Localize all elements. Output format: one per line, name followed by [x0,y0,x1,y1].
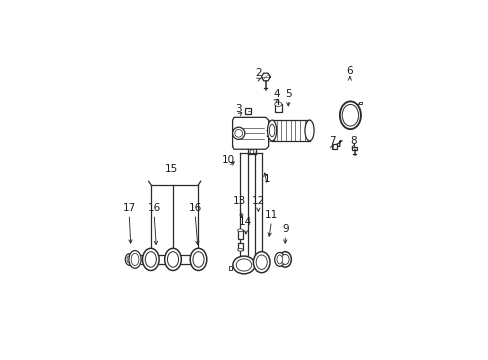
Ellipse shape [276,255,282,264]
Bar [358,102,362,104]
Text: 3: 3 [235,104,242,114]
Text: 15: 15 [164,164,178,174]
Text: 6: 6 [346,66,352,76]
Ellipse shape [269,124,274,137]
Ellipse shape [274,252,284,266]
Bar [228,266,232,270]
Ellipse shape [193,252,203,267]
Text: 5: 5 [285,89,291,99]
Text: 14: 14 [239,217,252,227]
Text: 17: 17 [122,203,136,213]
Text: 9: 9 [282,224,288,234]
Text: 10: 10 [222,155,235,165]
Ellipse shape [256,255,267,269]
Text: 12: 12 [251,196,264,206]
Bar [331,144,336,149]
Ellipse shape [236,259,251,271]
Text: 13: 13 [232,196,245,206]
Text: 7: 7 [328,136,335,146]
Text: 1: 1 [264,174,270,184]
Ellipse shape [167,252,178,267]
Text: 16: 16 [147,203,161,213]
Text: 16: 16 [188,203,202,213]
Bar [274,104,282,112]
Ellipse shape [253,252,269,273]
Bar [237,230,243,239]
Text: 4: 4 [273,89,280,99]
Circle shape [249,150,253,154]
Ellipse shape [237,248,243,251]
Bar [351,147,356,150]
Text: 8: 8 [350,136,356,146]
Ellipse shape [237,229,243,232]
Bar [244,108,251,114]
Ellipse shape [267,120,276,141]
Circle shape [232,127,244,139]
Text: 2: 2 [255,68,261,78]
Text: 11: 11 [264,210,278,220]
Ellipse shape [339,102,360,129]
Ellipse shape [274,102,282,107]
Circle shape [234,129,242,137]
Ellipse shape [281,255,288,264]
Ellipse shape [129,251,141,268]
Ellipse shape [232,256,255,274]
Bar [237,243,243,250]
Ellipse shape [305,120,313,141]
Ellipse shape [142,248,159,270]
Ellipse shape [131,253,139,266]
Ellipse shape [190,248,206,270]
Ellipse shape [164,248,181,270]
Ellipse shape [279,252,291,267]
Ellipse shape [145,252,156,267]
Ellipse shape [342,104,358,126]
